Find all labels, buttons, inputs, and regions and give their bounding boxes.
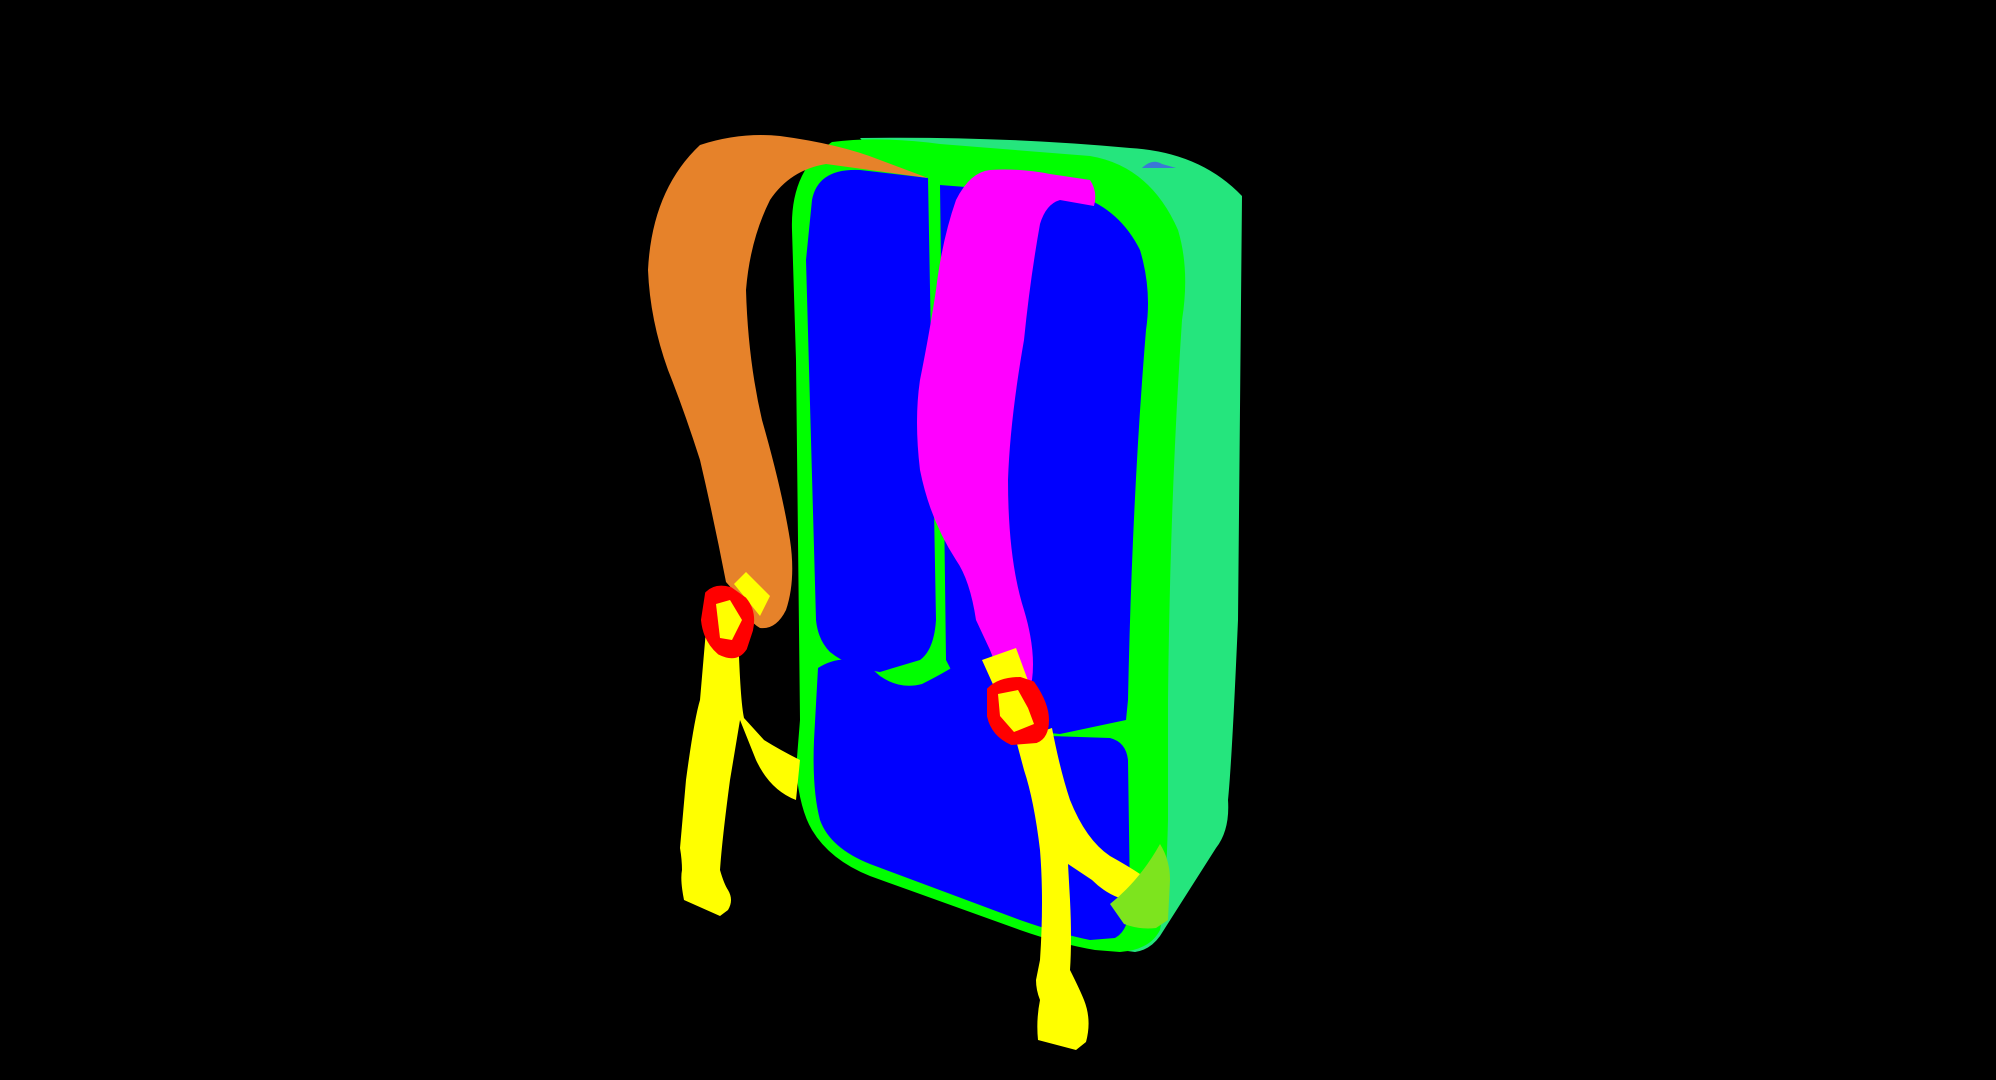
right-shoulder-strap	[917, 169, 1096, 690]
top-loop	[1142, 161, 1176, 168]
left-shoulder-strap	[648, 135, 928, 629]
left-webbing-tab	[734, 572, 770, 616]
left-buckle-inner	[716, 600, 742, 640]
left-webbing-strap	[680, 626, 800, 916]
right-webbing-strap	[1016, 728, 1140, 1050]
side-pocket-tab	[1110, 844, 1170, 929]
right-buckle-inner	[998, 690, 1034, 732]
upper-left-back-pad	[806, 169, 936, 672]
